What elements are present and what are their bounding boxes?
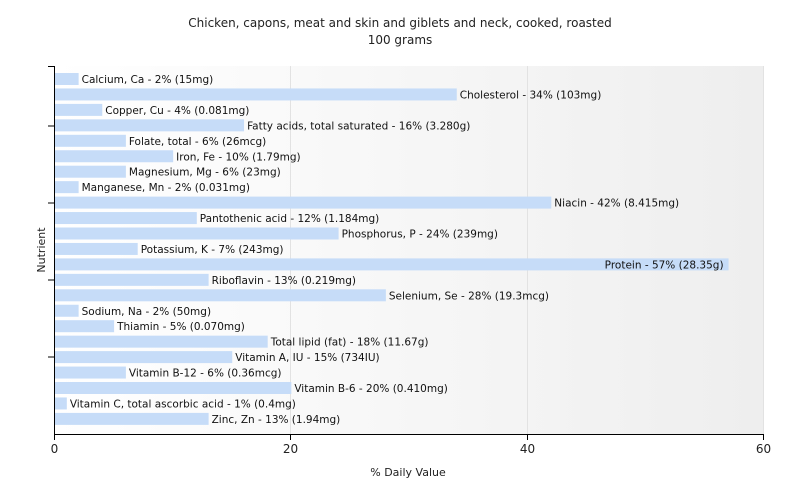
bar xyxy=(55,119,245,132)
x-tick-label: 0 xyxy=(51,442,59,456)
x-tick-label: 20 xyxy=(283,442,298,456)
bar-label: Riboflavin - 13% (0.219mg) xyxy=(212,275,356,287)
x-tick-label: 60 xyxy=(756,442,771,456)
bar xyxy=(55,412,209,425)
bar-label: Niacin - 42% (8.415mg) xyxy=(554,198,679,210)
chart-title: Chicken, capons, meat and skin and gible… xyxy=(188,16,612,30)
bar xyxy=(55,289,386,302)
bar xyxy=(55,351,233,364)
bar xyxy=(55,150,174,163)
bar-label: Cholesterol - 34% (103mg) xyxy=(460,89,602,101)
bar xyxy=(55,73,79,85)
bar xyxy=(55,397,67,410)
bar-label: Phosphorus, P - 24% (239mg) xyxy=(342,229,498,241)
bar-label: Iron, Fe - 10% (1.79mg) xyxy=(176,151,300,163)
axes: 0 20 40 60 xyxy=(48,66,771,456)
bar-label: Pantothenic acid - 12% (1.184mg) xyxy=(200,213,379,225)
bar-label: Vitamin B-12 - 6% (0.36mcg) xyxy=(129,368,282,380)
bar xyxy=(55,304,79,317)
bar-label: Magnesium, Mg - 6% (23mg) xyxy=(129,167,281,179)
bar-label: Protein - 57% (28.35g) xyxy=(605,259,724,271)
grid-lines xyxy=(290,66,764,434)
bar xyxy=(55,366,126,379)
bar xyxy=(55,273,209,286)
bar xyxy=(55,382,292,394)
bar-label: Sodium, Na - 2% (50mg) xyxy=(82,306,211,318)
bar-label: Potassium, K - 7% (243mg) xyxy=(141,244,284,256)
bar xyxy=(55,258,729,271)
bar xyxy=(55,335,268,348)
bar xyxy=(55,181,79,194)
bar-label: Vitamin C, total ascorbic acid - 1% (0.4… xyxy=(70,398,296,410)
bar xyxy=(55,212,197,225)
bar xyxy=(55,103,103,116)
bar-label: Fatty acids, total saturated - 16% (3.28… xyxy=(247,120,470,132)
bar-label: Manganese, Mn - 2% (0.031mg) xyxy=(82,182,250,194)
bar xyxy=(55,196,552,209)
x-axis-title: % Daily Value xyxy=(370,466,446,479)
bar xyxy=(55,165,126,178)
bar-label: Selenium, Se - 28% (19.3mcg) xyxy=(389,290,549,302)
bar-label: Calcium, Ca - 2% (15mg) xyxy=(82,74,214,86)
bar xyxy=(55,242,138,255)
chart-subtitle: 100 grams xyxy=(368,33,433,47)
bar-label: Vitamin A, IU - 15% (734IU) xyxy=(235,352,379,364)
bar xyxy=(55,134,126,147)
bar-label: Vitamin B-6 - 20% (0.410mg) xyxy=(294,383,448,395)
bar-label: Total lipid (fat) - 18% (11.67g) xyxy=(270,337,429,349)
bar-label: Zinc, Zn - 13% (1.94mg) xyxy=(212,414,341,426)
y-axis-title: Nutrient xyxy=(35,227,48,273)
bar-label: Folate, total - 6% (26mcg) xyxy=(129,136,266,148)
bar-labels: Calcium, Ca - 2% (15mg) Cholesterol - 34%… xyxy=(70,74,724,426)
bar-label: Thiamin - 5% (0.070mg) xyxy=(116,321,245,333)
bar-label: Copper, Cu - 4% (0.081mg) xyxy=(105,105,249,117)
bar xyxy=(55,320,115,333)
x-tick-label: 40 xyxy=(520,442,535,456)
bars xyxy=(55,73,729,425)
bar xyxy=(55,227,339,240)
bar xyxy=(55,88,457,101)
